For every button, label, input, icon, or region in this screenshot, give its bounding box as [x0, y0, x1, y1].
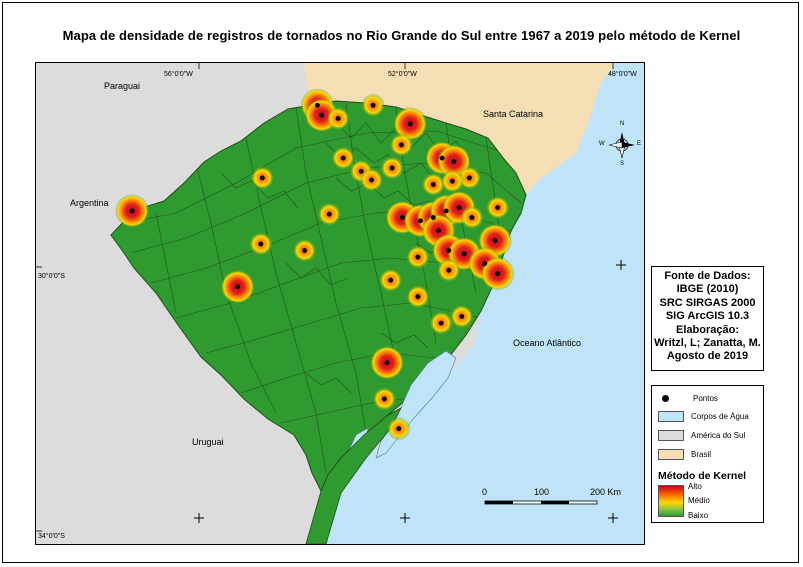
tornado-point: [258, 241, 264, 247]
tornado-point: [415, 254, 421, 260]
tornado-point: [302, 248, 307, 253]
legend-label: Corpos de Água: [691, 412, 749, 421]
legend-label: Pontos: [693, 394, 718, 403]
legend-label: América do Sul: [691, 431, 746, 440]
tornado-points: [129, 102, 501, 432]
water-swatch: [658, 411, 684, 422]
tornado-point: [335, 116, 341, 121]
ramp-label-medio: Médio: [688, 496, 710, 505]
tornado-point: [370, 102, 376, 108]
legend-item-brasil: Brasil: [658, 449, 711, 460]
tornado-point: [469, 215, 475, 220]
north-arrow: [608, 132, 635, 159]
kernel-color-ramp: [658, 485, 684, 517]
lon-label-56w: 56°0'0"W: [164, 71, 193, 78]
legend-item-america-do-sul: América do Sul: [658, 430, 745, 441]
tornado-point: [436, 228, 441, 234]
tornado-point: [235, 284, 241, 290]
tornado-point: [438, 320, 444, 326]
north-arrow-e: E: [637, 141, 642, 147]
lat-label-34s: 34°0'0"S: [38, 533, 65, 540]
graticule-cross: [616, 260, 626, 270]
tornado-point: [358, 168, 364, 174]
source-line: Writzl, L; Zanatta, M.: [654, 337, 761, 350]
lat-label-30s: 30°0'0"S: [38, 273, 65, 280]
tornado-point: [326, 211, 332, 217]
tornado-point: [389, 165, 395, 171]
tornado-point: [430, 215, 436, 220]
lon-label-48w: 48°0'0"W: [608, 71, 637, 78]
tornado-point: [407, 121, 413, 127]
south-america-swatch: [658, 430, 684, 441]
label-uruguai: Uruguai: [192, 437, 224, 447]
scale-tick-200: 200 Km: [590, 487, 622, 497]
legend-label: Brasil: [691, 450, 712, 459]
label-santa-catarina: Santa Catarina: [483, 109, 544, 119]
graticule-cross: [608, 513, 618, 523]
tornado-point: [384, 360, 390, 366]
legend-item-corpos-de-agua: Corpos de Água: [658, 411, 749, 422]
tornado-point: [382, 396, 387, 402]
ramp-label-baixo: Baixo: [688, 511, 709, 520]
north-arrow-s: S: [620, 161, 625, 167]
scale-tick-100: 100: [534, 487, 550, 497]
source-line: SRC SIRGAS 2000: [659, 296, 756, 309]
tornado-point: [129, 208, 135, 214]
tornado-point: [399, 142, 404, 148]
tornado-point: [450, 178, 455, 184]
tornado-point: [400, 215, 405, 220]
tornado-point: [439, 155, 445, 161]
tornado-point: [396, 426, 402, 432]
ramp-label-alto: Alto: [688, 482, 702, 491]
graticule-cross: [400, 513, 410, 523]
tornado-point: [495, 271, 501, 276]
source-line: Elaboração:: [676, 323, 739, 336]
north-arrow-n: N: [620, 121, 625, 127]
graticule-crosses: [194, 260, 626, 523]
data-source-box: Fonte de Dados: IBGE (2010) SRC SIRGAS 2…: [651, 266, 764, 371]
tornado-point: [456, 205, 462, 211]
tornado-point: [459, 314, 465, 319]
tornado-point: [388, 277, 393, 283]
scale-bar: [484, 500, 598, 505]
tornado-point: [430, 182, 436, 187]
tornado-point: [446, 248, 452, 253]
source-line: Agosto de 2019: [666, 350, 749, 363]
north-arrow-w: W: [599, 141, 605, 147]
tornado-point: [495, 205, 501, 211]
source-line: Fonte de Dados:: [664, 270, 751, 282]
map-canvas: [36, 63, 644, 544]
tornado-point: [319, 112, 324, 118]
tornado-point: [340, 155, 346, 161]
tornado-point: [259, 175, 265, 181]
map-frame: 56°0'0"W 52°0'0"W 48°0'0"W 30°0'0"S 34°0…: [35, 62, 645, 545]
tornado-point: [369, 177, 374, 183]
brasil-swatch: [658, 449, 684, 460]
tornado-point: [467, 175, 472, 181]
tornado-point: [443, 208, 449, 214]
tornado-point: [418, 218, 423, 224]
lon-label-52w: 52°0'0"W: [388, 71, 417, 78]
scale-tick-0: 0: [482, 487, 488, 497]
tornado-point: [482, 261, 488, 267]
graticule-cross: [194, 513, 204, 523]
legend-box: Pontos Corpos de Água América do Sul Bra…: [651, 385, 764, 523]
tornado-point: [461, 251, 467, 257]
label-paraguai: Paraguai: [104, 81, 141, 91]
graticule-edge-ticks: [36, 63, 614, 532]
tornado-point: [492, 238, 498, 244]
tornado-point: [451, 159, 457, 164]
kernel-legend-title: Método de Kernel: [658, 470, 747, 482]
map-title: Mapa de densidade de registros de tornad…: [62, 28, 741, 43]
source-line: SIG ArcGIS 10.3: [665, 310, 750, 323]
tornado-point: [415, 294, 421, 300]
point-symbol: [662, 395, 669, 402]
tornado-point: [315, 102, 320, 108]
source-line: IBGE (2010): [676, 283, 739, 296]
tornado-point: [446, 267, 452, 273]
label-argentina: Argentina: [70, 198, 109, 208]
legend-item-pontos: Pontos: [658, 394, 718, 403]
label-oceano: Oceano Atlântico: [513, 338, 582, 348]
